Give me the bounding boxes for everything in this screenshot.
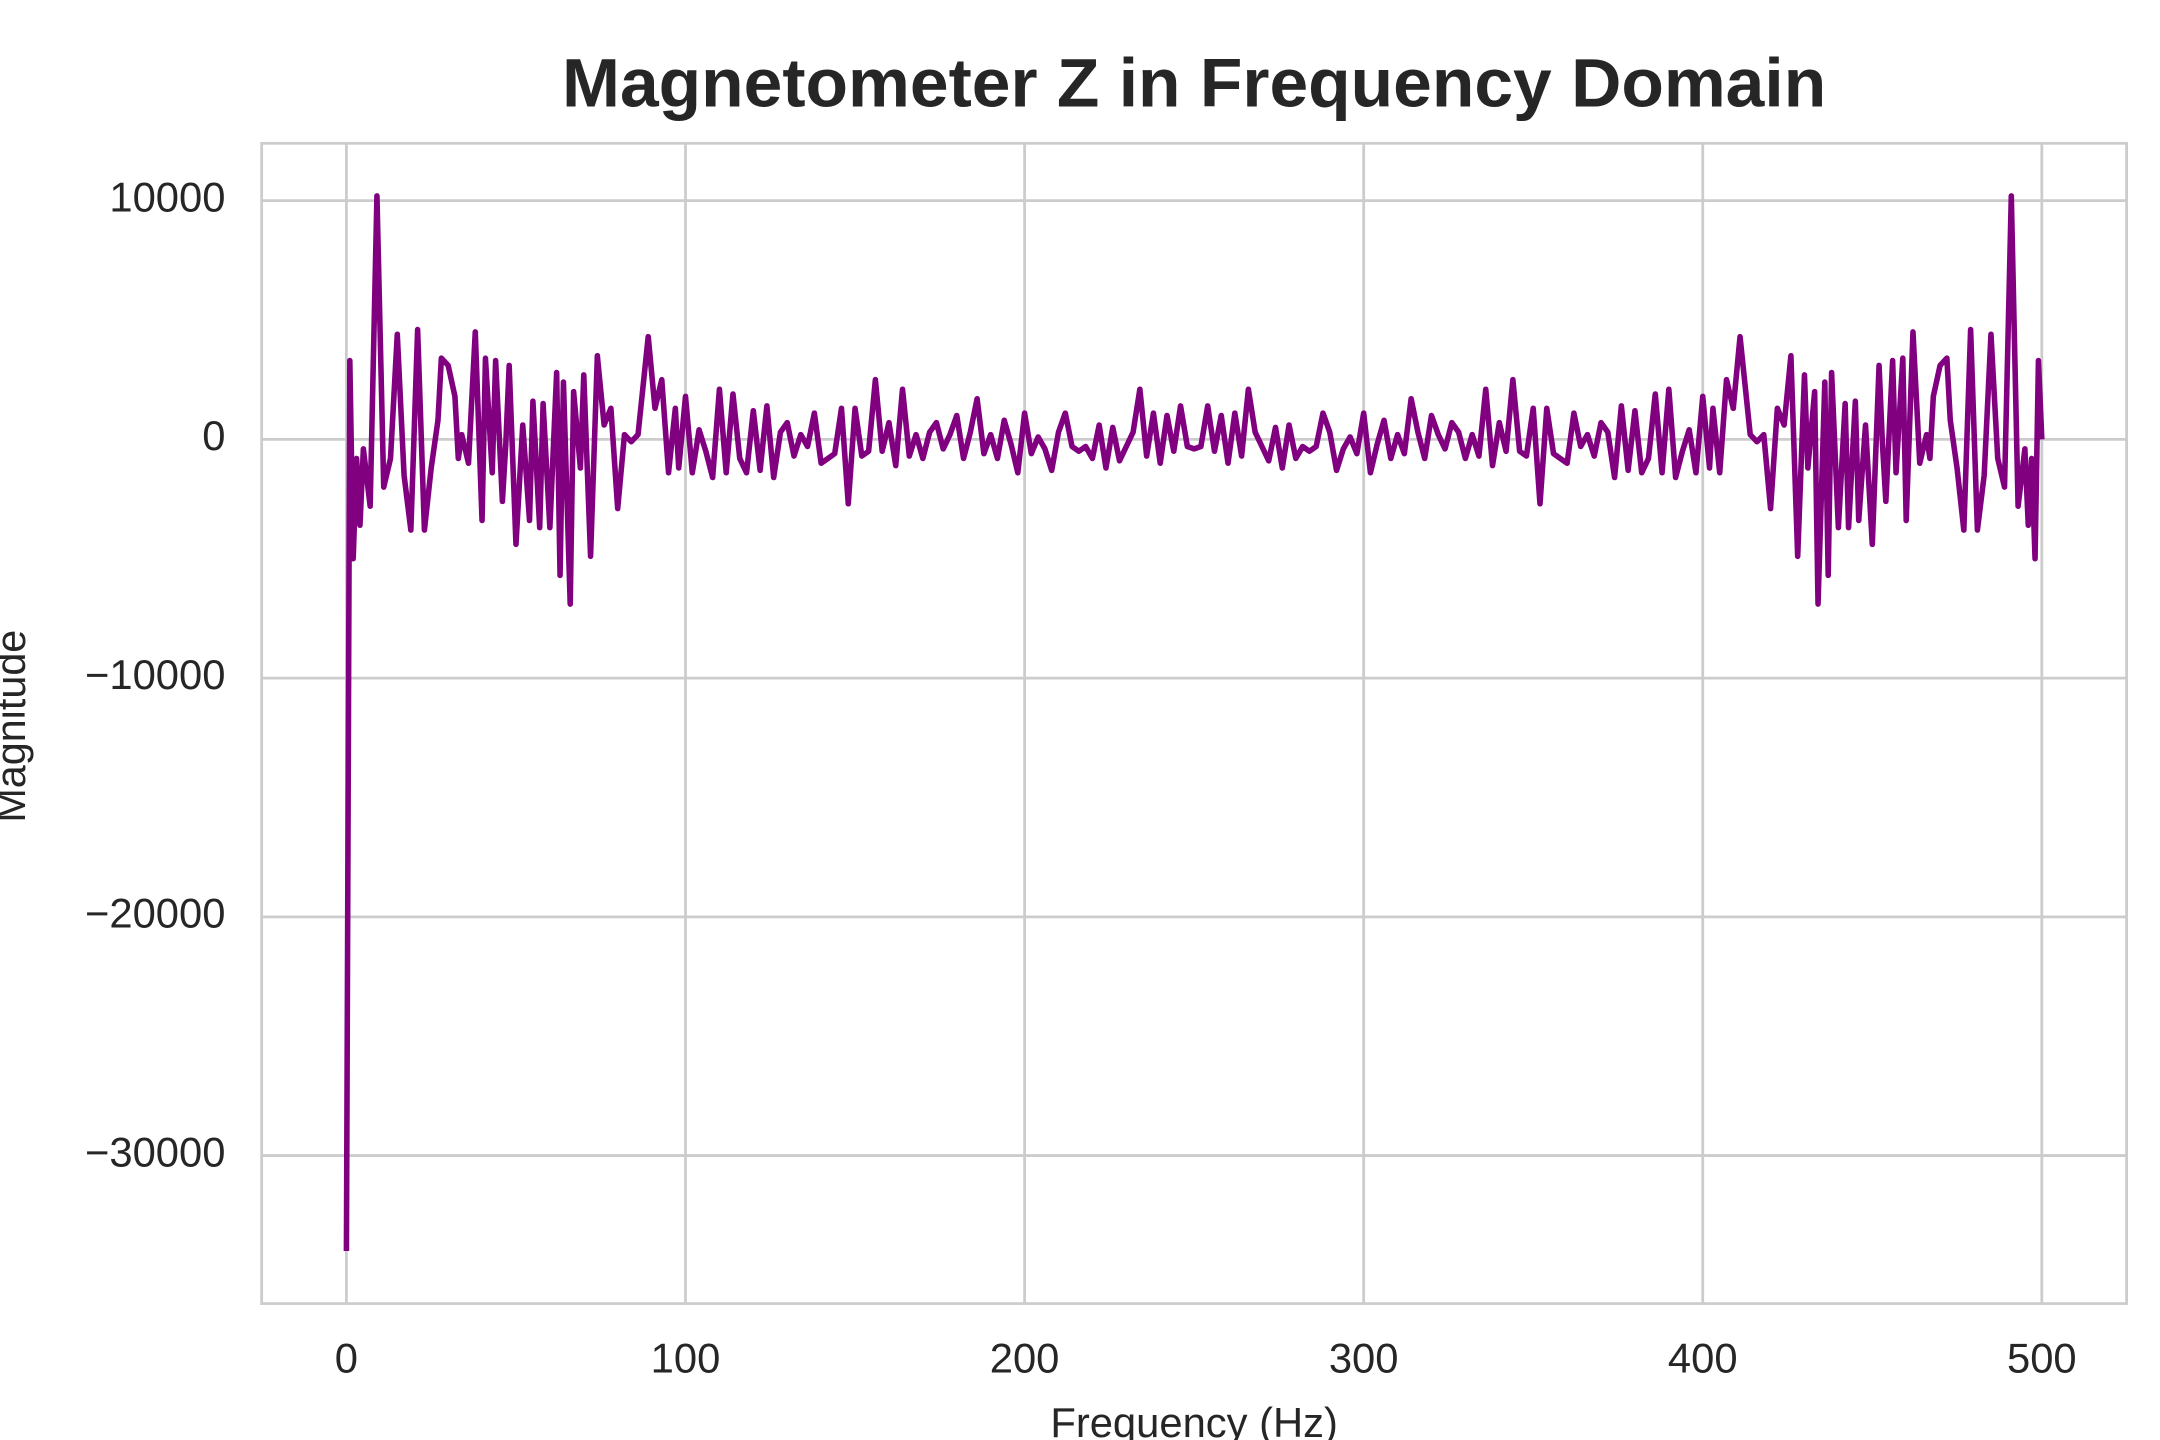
x-tick-label: 300 (1329, 1335, 1399, 1382)
x-tick-label: 200 (990, 1335, 1060, 1382)
y-tick-label: −30000 (85, 1129, 225, 1176)
x-axis-label: Frequency (Hz) (1050, 1399, 1338, 1440)
x-tick-label: 100 (651, 1335, 721, 1382)
data-line (343, 193, 2045, 1252)
y-tick-label: 0 (202, 412, 225, 459)
y-tick-label: −20000 (85, 890, 225, 937)
y-tick-label: 10000 (109, 174, 225, 221)
x-tick-label: 0 (335, 1335, 358, 1382)
y-axis-label: Magnitude (0, 630, 34, 823)
plot-frame (260, 141, 2128, 1305)
chart-title: Magnetometer Z in Frequency Domain (562, 44, 1826, 122)
x-tick-label: 400 (1668, 1335, 1738, 1382)
x-tick-label: 500 (2007, 1335, 2077, 1382)
y-tick-label: −10000 (85, 651, 225, 698)
